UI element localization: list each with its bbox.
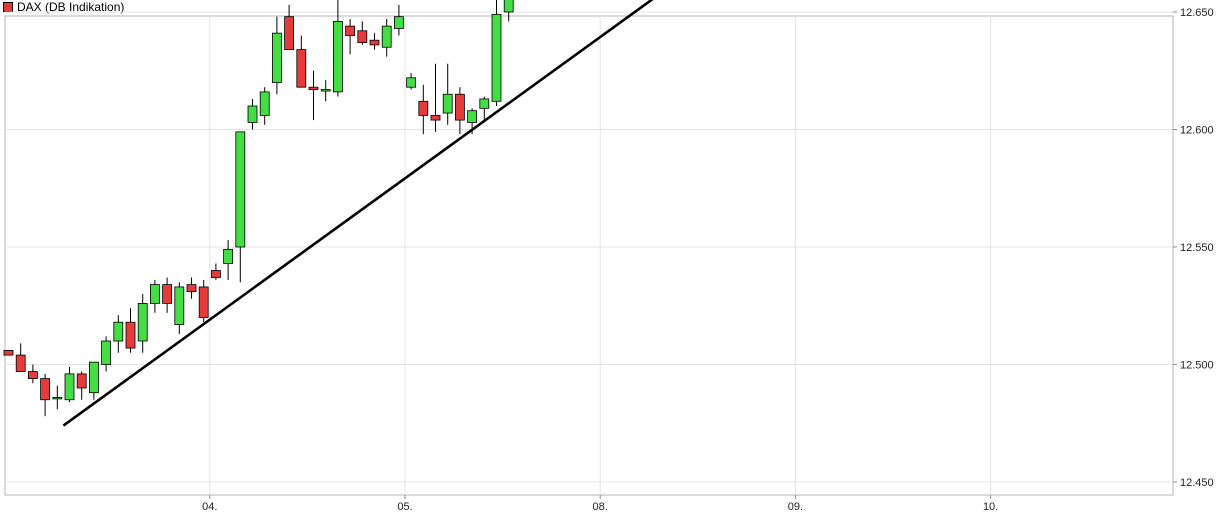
plot-area (4, 15, 1174, 496)
candle-body (101, 340, 111, 365)
candle-body (235, 131, 246, 248)
candle-body (345, 25, 356, 36)
candle-body (259, 91, 270, 116)
candle-body (357, 30, 368, 43)
y-tick-label: 12.500 (1180, 360, 1214, 372)
candle-body (467, 110, 478, 123)
candle-body (454, 93, 465, 121)
candle-body (442, 93, 453, 114)
candle-body (3, 349, 14, 356)
candle-body (52, 396, 63, 400)
candle-body (271, 32, 282, 83)
candle-body (247, 105, 258, 123)
candle-body (479, 98, 490, 109)
y-tick-label: 12.450 (1180, 477, 1214, 489)
candle-body (223, 248, 234, 264)
candle-body (174, 286, 185, 325)
y-tick-label: 12.600 (1180, 125, 1214, 137)
candle-body (503, 0, 514, 13)
x-tick-label: 08. (593, 501, 608, 513)
legend-label: DAX (DB Indikation) (17, 0, 125, 14)
x-tick-label: 05. (397, 501, 412, 513)
y-tick-label: 12.550 (1180, 242, 1214, 254)
candle-body (308, 86, 319, 90)
candle-body (186, 284, 197, 293)
support-trendline (62, 0, 654, 427)
candle-body (369, 39, 380, 46)
candle-body (89, 361, 99, 394)
candle-body (296, 49, 307, 88)
candle-body (149, 284, 160, 304)
x-tick-label: 09. (788, 501, 803, 513)
candle-body (64, 373, 75, 401)
y-tick-label: 12.650 (1180, 7, 1214, 19)
candle-body (40, 378, 50, 401)
candle-body (137, 302, 148, 342)
candle-body (27, 371, 38, 379)
candle-body (381, 25, 392, 48)
candle-body (113, 321, 124, 342)
candle-body (393, 16, 404, 29)
x-tick-label: 10. (983, 501, 998, 513)
candle-body (406, 77, 417, 88)
candle-body (210, 270, 221, 278)
x-tick-label: 04. (202, 501, 217, 513)
candle-body (332, 20, 343, 93)
candle-body (15, 354, 26, 372)
candle-body (76, 373, 87, 389)
candle-body (418, 100, 429, 116)
candle-body (198, 286, 209, 318)
candle-body (430, 115, 441, 121)
candle-body (320, 89, 331, 92)
candle-body (125, 321, 136, 349)
candle-body (162, 284, 173, 304)
candle-body (491, 13, 502, 102)
candle-body (284, 16, 295, 51)
